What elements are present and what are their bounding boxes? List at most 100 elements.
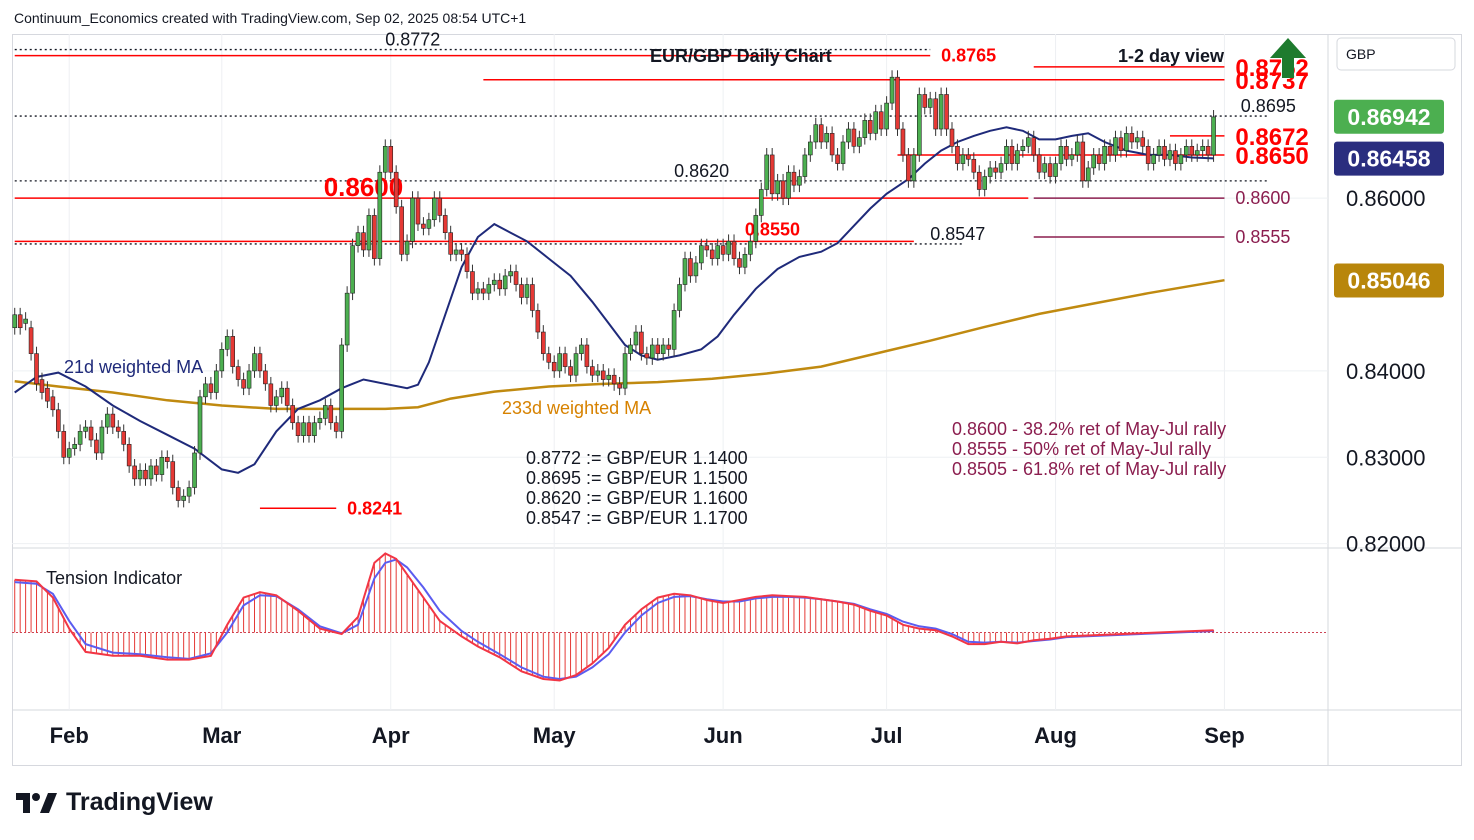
- candle: [802, 154, 808, 177]
- candle: [208, 383, 214, 393]
- candle: [170, 461, 176, 488]
- candle: [944, 94, 949, 130]
- candle: [769, 154, 775, 195]
- candle: [126, 444, 132, 467]
- fib-note: 0.8505 - 61.8% ret of May-Jul rally: [952, 459, 1226, 479]
- candle: [219, 349, 225, 372]
- currency-button[interactable]: [1336, 37, 1456, 71]
- candle: [584, 344, 590, 367]
- candle: [491, 279, 497, 285]
- candle: [290, 405, 295, 424]
- candle: [344, 292, 350, 346]
- tension-histogram: [14, 553, 1215, 681]
- candle: [535, 310, 541, 333]
- candle: [175, 487, 181, 501]
- up-arrow-icon: [1270, 38, 1306, 78]
- candle: [1189, 146, 1195, 156]
- candle: [622, 353, 628, 389]
- level-label: 0.8600: [324, 172, 404, 202]
- level-label: 0.8752: [1235, 55, 1308, 82]
- candle: [889, 76, 895, 104]
- x-tick-label: May: [533, 723, 577, 748]
- candle: [1075, 141, 1080, 156]
- candle: [88, 426, 94, 441]
- candle: [235, 366, 241, 380]
- candle: [1184, 146, 1189, 156]
- candle: [361, 232, 366, 251]
- chart-title: EUR/GBP Daily Chart: [650, 46, 832, 66]
- candle: [753, 215, 759, 242]
- candle: [758, 189, 764, 216]
- candle: [1118, 137, 1124, 151]
- candle: [1085, 167, 1091, 182]
- gbp-eur-note: 0.8547 := GBP/EUR 1.1700: [526, 508, 748, 528]
- candle: [764, 154, 770, 190]
- level-label: 0.8550: [745, 219, 800, 239]
- candle: [862, 120, 868, 138]
- candle: [252, 353, 257, 372]
- x-tick-label: Sep: [1204, 723, 1244, 748]
- candle: [982, 176, 987, 190]
- candle: [557, 353, 562, 372]
- candle: [671, 310, 677, 350]
- candle: [459, 249, 464, 255]
- candle: [551, 361, 557, 372]
- candle: [1173, 150, 1178, 164]
- candle: [284, 387, 290, 406]
- candle: [415, 197, 421, 225]
- candle: [546, 353, 552, 363]
- candle: [132, 465, 137, 480]
- candle: [268, 383, 274, 406]
- candle: [590, 366, 595, 376]
- candle: [851, 128, 857, 147]
- candle: [339, 344, 344, 432]
- view-label: 1-2 day view: [1118, 46, 1225, 66]
- candle: [628, 344, 633, 354]
- x-tick-label: Aug: [1034, 723, 1077, 748]
- candle: [333, 422, 339, 432]
- candle: [224, 336, 230, 350]
- candle: [1020, 146, 1026, 151]
- candle: [1036, 154, 1042, 173]
- candle: [1069, 154, 1075, 160]
- candle: [382, 146, 388, 173]
- candle: [273, 396, 279, 406]
- brand-label: TradingView: [66, 788, 213, 816]
- candle: [906, 154, 911, 182]
- candle: [639, 331, 644, 354]
- candle: [649, 344, 655, 359]
- tradingview-logo[interactable]: TradingView: [16, 788, 213, 817]
- candle: [470, 271, 475, 294]
- candle: [808, 141, 813, 156]
- candle: [464, 253, 470, 272]
- tension-slow-line: [14, 558, 1214, 681]
- candle: [840, 141, 846, 164]
- price-badge: [1334, 99, 1444, 134]
- candle: [399, 206, 404, 255]
- candle: [1096, 154, 1102, 164]
- candle: [23, 318, 28, 324]
- candle: [998, 163, 1004, 173]
- candle: [28, 327, 34, 354]
- candle: [971, 158, 977, 173]
- candle: [579, 344, 584, 354]
- candle: [731, 241, 737, 259]
- candle: [1140, 137, 1146, 147]
- candle: [83, 426, 88, 432]
- candle: [1053, 163, 1058, 177]
- candle: [77, 431, 83, 445]
- gbp-eur-note: 0.8620 := GBP/EUR 1.1600: [526, 488, 748, 508]
- candle: [660, 344, 666, 354]
- candle: [214, 370, 219, 393]
- candle: [186, 487, 192, 497]
- price-badge-label: 0.86942: [1347, 104, 1430, 130]
- candle: [105, 413, 110, 428]
- candle: [279, 387, 285, 398]
- candle: [350, 245, 355, 294]
- x-tick-label: Jul: [871, 723, 903, 748]
- level-label: 0.8650: [1235, 143, 1308, 170]
- candle: [699, 245, 704, 264]
- candle: [306, 422, 312, 436]
- candle: [562, 353, 568, 367]
